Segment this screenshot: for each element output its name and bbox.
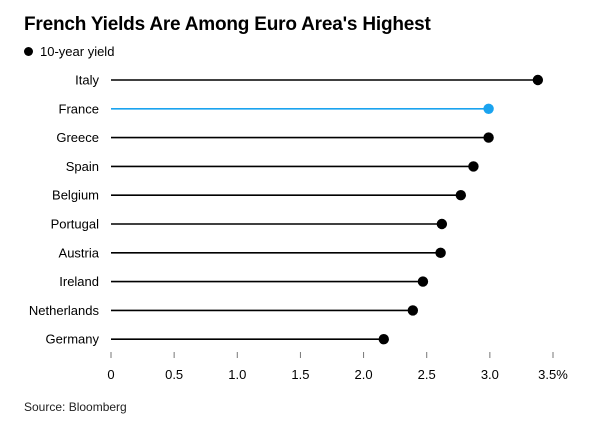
x-tick-label: 3.5% (538, 367, 568, 382)
category-label: Germany (46, 332, 100, 347)
data-point (378, 334, 389, 345)
category-label: Ireland (59, 274, 99, 289)
legend-marker-icon (24, 47, 33, 56)
data-point (483, 103, 494, 115)
chart-title: French Yields Are Among Euro Area's High… (24, 14, 431, 35)
x-tick-label: 2.0 (355, 367, 373, 382)
category-label: Italy (75, 73, 99, 88)
category-label: Portugal (51, 217, 100, 232)
x-tick-label: 3.0 (481, 367, 499, 382)
category-label: France (59, 101, 99, 116)
data-point (483, 132, 494, 143)
x-tick-label: 0 (107, 367, 114, 382)
legend: 10-year yield (24, 44, 114, 59)
category-label: Greece (56, 130, 99, 145)
category-label: Netherlands (29, 303, 100, 318)
data-point (417, 276, 429, 287)
x-tick-label: 1.5 (291, 367, 309, 382)
category-label: Austria (59, 245, 100, 260)
x-tick-label: 2.5 (418, 367, 436, 382)
source-note: Source: Bloomberg (24, 400, 127, 414)
data-point (407, 305, 419, 316)
x-tick-label: 1.0 (228, 367, 246, 382)
legend-label: 10-year yield (40, 44, 115, 59)
data-point (436, 218, 448, 230)
data-point (468, 161, 479, 172)
x-tick-label: 0.5 (165, 367, 183, 382)
category-label: Spain (66, 159, 99, 174)
data-point (455, 190, 467, 201)
data-point (435, 247, 446, 258)
data-point (532, 74, 544, 86)
category-label: Belgium (52, 188, 99, 203)
